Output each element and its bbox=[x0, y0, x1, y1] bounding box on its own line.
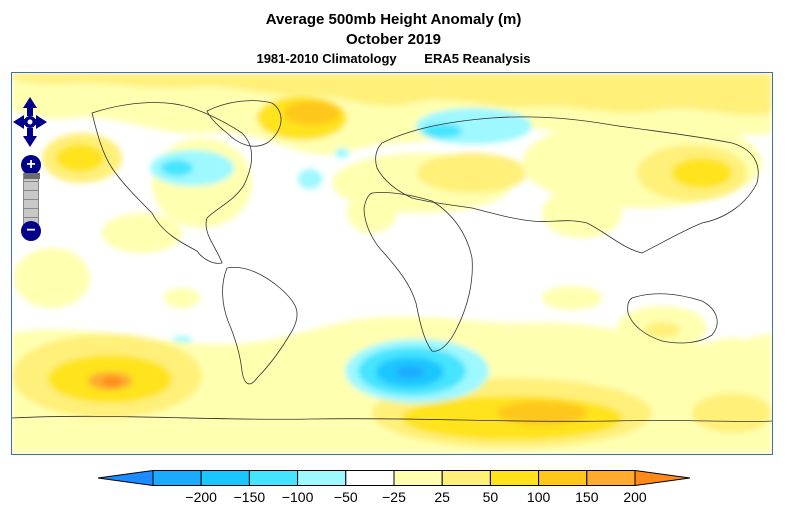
map-date: October 2019 bbox=[345, 31, 442, 48]
legend-swatch bbox=[538, 470, 588, 486]
legend-tick-label: 150 bbox=[575, 489, 599, 505]
climatology-label: 1981-2010 Climatology bbox=[256, 51, 397, 66]
zoom-slider-thumb[interactable] bbox=[24, 173, 40, 179]
legend-tick-label: 200 bbox=[623, 489, 647, 505]
pan-arrows-icon[interactable] bbox=[12, 96, 48, 148]
legend-swatch bbox=[200, 470, 250, 486]
pan-control[interactable] bbox=[12, 96, 48, 148]
legend-swatch bbox=[441, 470, 491, 486]
legend-tick-label: 100 bbox=[526, 489, 551, 505]
legend-low-cap bbox=[97, 469, 154, 487]
zoom-slider[interactable] bbox=[23, 173, 40, 227]
legend-tick-label: 25 bbox=[434, 489, 450, 505]
legend-tick-label: −100 bbox=[281, 489, 314, 505]
coastlines bbox=[12, 100, 772, 422]
legend-tick-label: −50 bbox=[333, 489, 358, 505]
legend-swatch bbox=[345, 470, 395, 486]
zoom-control: + − bbox=[21, 155, 41, 243]
zoom-out-button[interactable]: − bbox=[21, 221, 41, 241]
legend-swatch bbox=[489, 470, 540, 486]
legend-high-cap bbox=[634, 469, 691, 487]
map-title-block: Average 500mb Height Anomaly (m) October… bbox=[0, 10, 787, 68]
legend-tick-label: −150 bbox=[233, 489, 266, 505]
zoom-in-button[interactable]: + bbox=[21, 155, 41, 175]
anomaly-map[interactable] bbox=[11, 72, 773, 455]
legend-tick-label: −200 bbox=[185, 489, 217, 505]
map-title: Average 500mb Height Anomaly (m) bbox=[265, 11, 522, 28]
dataset-label: ERA5 Reanalysis bbox=[424, 51, 531, 66]
legend-swatch bbox=[393, 470, 443, 486]
anomaly-field bbox=[12, 73, 772, 454]
legend-swatch bbox=[152, 470, 202, 486]
legend-swatch bbox=[297, 470, 347, 486]
legend-tick-label: −25 bbox=[382, 489, 406, 505]
legend-swatch bbox=[586, 470, 636, 486]
legend-swatch bbox=[248, 470, 299, 486]
legend-colorbar bbox=[97, 469, 691, 487]
map-subtitle: 1981-2010 Climatology ERA5 Reanalysis bbox=[0, 50, 787, 68]
legend-tick-label: 50 bbox=[482, 489, 499, 505]
color-legend: −200 −150 −100 −50 −25 25 50 100 150 200 bbox=[97, 469, 691, 510]
